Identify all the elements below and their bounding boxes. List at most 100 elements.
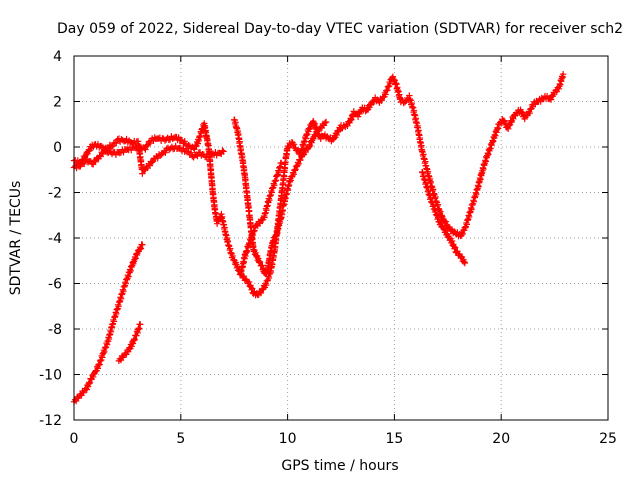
y-tick-label: 2 — [53, 95, 62, 111]
data-point — [330, 135, 338, 142]
data-point — [99, 150, 107, 158]
data-point — [459, 230, 466, 238]
data-point — [436, 218, 443, 225]
data-point — [458, 232, 465, 239]
data-point — [191, 146, 198, 153]
data-point — [306, 142, 314, 150]
data-point — [460, 258, 468, 266]
data-point — [437, 219, 444, 226]
data-point — [461, 259, 469, 267]
y-tick-label: -4 — [48, 231, 62, 247]
data-point — [137, 321, 144, 328]
data-point — [219, 147, 226, 154]
x-tick-label: 20 — [492, 431, 510, 447]
data-point — [84, 383, 92, 390]
data-point — [382, 91, 389, 98]
data-point — [256, 220, 264, 227]
grid — [74, 56, 608, 420]
data-point — [86, 379, 94, 387]
data-point — [132, 255, 139, 262]
data-point — [96, 152, 103, 159]
series-track-3 — [231, 116, 330, 277]
y-tick-label: -12 — [39, 413, 62, 429]
data-point — [290, 141, 298, 148]
data-series — [70, 71, 567, 405]
y-tick-label: 4 — [53, 49, 62, 65]
data-point — [130, 337, 137, 344]
data-point — [245, 278, 253, 286]
data-point — [187, 149, 195, 156]
data-point — [519, 109, 526, 116]
data-point — [297, 156, 304, 164]
data-point — [107, 143, 115, 151]
series-track-6 — [70, 241, 146, 405]
data-point — [392, 79, 400, 87]
data-point — [142, 146, 149, 153]
data-point — [137, 245, 145, 252]
data-point — [448, 237, 456, 245]
data-point — [291, 167, 299, 174]
data-point — [260, 285, 267, 293]
y-tick-label: -6 — [48, 277, 62, 293]
data-point — [129, 340, 137, 347]
data-point — [128, 343, 135, 350]
data-point — [240, 273, 248, 280]
axis-ticks — [73, 55, 609, 421]
data-point — [401, 98, 409, 106]
data-point — [277, 159, 285, 167]
data-point — [559, 71, 567, 78]
data-point — [312, 132, 319, 140]
data-point — [384, 86, 391, 94]
data-point — [257, 289, 265, 297]
data-point — [139, 241, 146, 249]
data-point — [348, 112, 356, 119]
data-point — [181, 138, 188, 145]
series-track-4 — [237, 159, 285, 276]
data-point — [158, 151, 165, 158]
data-point — [505, 122, 513, 129]
data-point — [90, 373, 97, 381]
data-point — [144, 142, 151, 150]
data-point — [391, 77, 398, 84]
data-point — [229, 252, 236, 260]
data-point — [378, 97, 385, 104]
data-point — [139, 170, 146, 177]
data-point — [333, 131, 340, 139]
data-point — [213, 220, 221, 227]
data-point — [85, 380, 92, 388]
x-axis-label: GPS time / hours — [281, 458, 398, 474]
y-tick-label: -8 — [48, 322, 62, 338]
data-point — [162, 149, 169, 156]
data-point — [113, 139, 120, 147]
chart-title: Day 059 of 2022, Sidereal Day-to-day VTE… — [57, 21, 623, 37]
data-point — [547, 96, 555, 103]
data-point — [442, 227, 449, 234]
data-point — [92, 158, 99, 166]
x-tick-label: 0 — [70, 431, 79, 447]
x-tick-label: 5 — [176, 431, 185, 447]
data-point — [131, 336, 138, 343]
data-point — [290, 171, 297, 178]
data-point — [508, 119, 515, 126]
data-point — [521, 115, 528, 123]
data-point — [321, 119, 329, 127]
data-point — [505, 125, 512, 133]
y-axis-label: SDTVAR / TECUs — [8, 181, 24, 296]
data-point — [294, 162, 301, 169]
data-point — [92, 368, 99, 375]
data-point — [367, 101, 375, 109]
data-point — [94, 365, 102, 372]
data-point — [242, 276, 250, 283]
y-tick-label: -10 — [39, 368, 62, 384]
data-point — [510, 115, 517, 123]
series-track-2 — [70, 135, 227, 177]
series-track-7 — [115, 321, 144, 365]
x-tick-label: 10 — [279, 431, 297, 447]
data-point — [83, 386, 91, 393]
x-tick-label: 25 — [599, 431, 617, 447]
data-point — [256, 258, 264, 265]
data-point — [289, 139, 296, 146]
data-point — [81, 160, 88, 168]
